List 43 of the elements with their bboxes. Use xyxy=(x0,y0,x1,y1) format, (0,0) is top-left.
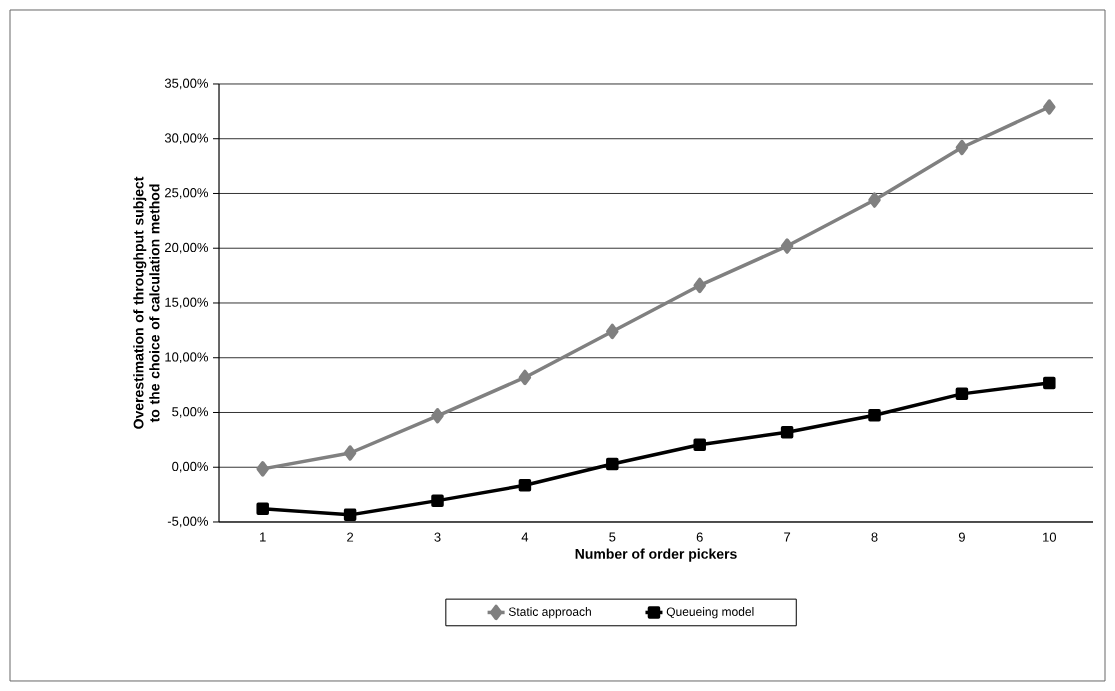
x-tick-label: 9 xyxy=(958,532,965,542)
point xyxy=(868,408,881,422)
point xyxy=(1043,376,1056,390)
y-tick-label: 15,00% xyxy=(165,297,209,309)
point xyxy=(1043,99,1056,115)
y-tick-label: 35,00% xyxy=(164,78,209,90)
point xyxy=(780,238,794,254)
x-axis-title: Number of order pickers xyxy=(575,548,737,562)
y-tick-label: 20,00% xyxy=(165,242,209,254)
point xyxy=(256,461,269,477)
x-tick-label: 7 xyxy=(784,532,791,542)
x-tick-label: 6 xyxy=(696,532,703,542)
legend-label: Static approach xyxy=(508,607,591,619)
point xyxy=(693,438,706,452)
point xyxy=(431,494,444,507)
point xyxy=(343,508,357,522)
point xyxy=(343,445,357,461)
y-tick-label: 30,00% xyxy=(164,133,209,145)
x-tick-label: 1 xyxy=(260,532,266,542)
x-tick-label: 4 xyxy=(521,532,529,542)
point xyxy=(518,479,532,492)
point xyxy=(431,408,444,424)
point xyxy=(693,277,706,294)
point xyxy=(518,369,532,386)
x-tick-label: 10 xyxy=(1043,532,1057,542)
point xyxy=(955,387,969,401)
point xyxy=(868,192,881,208)
x-tick-label: 3 xyxy=(434,532,441,542)
legend-label: Queueing model xyxy=(666,607,754,619)
y-tick-label: 0,00% xyxy=(172,461,209,473)
point xyxy=(780,425,794,439)
y-tick-label: 25,00% xyxy=(165,188,209,199)
x-tick-label: 5 xyxy=(609,532,616,542)
point xyxy=(606,323,619,340)
y-axis-title: Overestimation of throughput subject to the choice of calculation method xyxy=(133,176,160,429)
x-tick-label: 2 xyxy=(347,532,354,542)
x-tick-label: 8 xyxy=(871,532,878,542)
y-tick-label: 10,00% xyxy=(165,352,209,364)
point xyxy=(955,139,969,156)
point xyxy=(606,457,619,471)
point xyxy=(256,502,269,516)
y-tick-label: 5,00% xyxy=(172,407,209,418)
y-tick-label: -5,00% xyxy=(167,516,209,528)
